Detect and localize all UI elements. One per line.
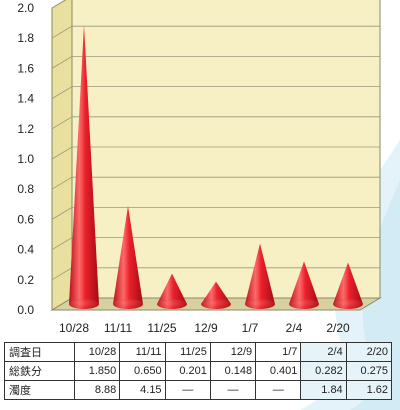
y-tick-label: 1.0: [17, 152, 34, 166]
cone-mark: [289, 261, 319, 309]
cone-mark: [113, 205, 143, 309]
table-cell: 0.201: [164, 361, 211, 381]
table-cell: 0.148: [209, 361, 257, 381]
gridline: [51, 25, 380, 39]
cone-body: [289, 261, 319, 309]
x-tick-label: 11/11: [104, 321, 133, 335]
cone-body: [69, 24, 99, 310]
gridline: [51, 56, 380, 69]
y-tick-label: 2.0: [17, 1, 34, 15]
y-tick-label: 0.6: [17, 212, 34, 226]
cone-body: [245, 243, 275, 309]
table-cell: 0.282: [300, 361, 347, 381]
row-header: 総鉄分: [4, 361, 75, 381]
table-cell: 8.88: [73, 380, 121, 400]
table-cell: 12/9: [209, 342, 257, 362]
y-tick-label: 0.8: [17, 182, 34, 196]
table-cell: —: [255, 380, 302, 400]
table-row: 総鉄分 1.850 0.650 0.201 0.148 0.401 0.282 0.275: [4, 361, 393, 381]
cone-mark: [157, 273, 187, 309]
gridline: [51, 176, 380, 190]
cone-chart: 0.0 0.2 0.4 0.6 0.8 1.0 1.2 1.4 1.6 1.8 2.0 10/28 11…: [17, 0, 382, 335]
y-tick-label: 1.8: [17, 31, 34, 45]
y-tick-label: 1.2: [17, 122, 34, 136]
gridline: [51, 237, 380, 250]
plot-side-wall: [51, 0, 73, 311]
gridline: [51, 0, 67, 9]
cone-body: [333, 262, 363, 309]
gridline: [51, 206, 380, 220]
cone-base: [69, 299, 99, 309]
table-cell: 2/4: [300, 342, 347, 362]
table-cell: 11/11: [119, 342, 166, 362]
y-tick-label: 1.6: [17, 61, 34, 75]
cone-mark: [69, 24, 99, 310]
table-cell: 10/28: [73, 342, 121, 362]
table-cell: 0.275: [345, 361, 393, 381]
table-cell: 4.15: [119, 380, 166, 400]
data-table: 調査日 10/28 11/11 11/25 12/9 1/7 2/4 2/20 総鉄分 1.850…: [4, 342, 393, 400]
y-tick-label: 0.0: [17, 303, 34, 317]
gridline: [51, 146, 380, 160]
cone-mark: [245, 243, 275, 309]
y-tick-label: 0.4: [17, 243, 34, 257]
table-cell: 1.850: [73, 361, 121, 381]
table-cell: 1.62: [345, 380, 393, 400]
cone-base: [157, 299, 187, 309]
table-cell: 11/25: [164, 342, 211, 362]
x-tick-label: 10/28: [59, 321, 89, 335]
x-tick-label: 11/25: [147, 321, 176, 335]
cone-base: [201, 299, 231, 309]
cone-base: [113, 299, 143, 309]
cone-mark: [333, 262, 363, 309]
table-cell: —: [209, 380, 257, 400]
x-tick-label: 1/7: [242, 321, 259, 335]
table-row: 調査日 10/28 11/11 11/25 12/9 1/7 2/4 2/20: [4, 342, 393, 362]
y-tick-label: 0.2: [17, 273, 34, 287]
plot-back-wall: [71, 0, 381, 299]
gridline: [51, 86, 380, 99]
cone-base: [245, 299, 275, 309]
cone-mark: [201, 281, 231, 309]
gridline: [51, 116, 380, 130]
x-tick-label: 2/20: [326, 321, 350, 335]
y-tick-label: 1.4: [17, 92, 34, 106]
x-tick-label: 2/4: [286, 321, 303, 335]
row-header: 濁度: [4, 380, 75, 400]
table-cell: 1.84: [300, 380, 347, 400]
table-cell: 0.650: [119, 361, 166, 381]
table-row: 濁度 8.88 4.15— — —1.84 1.62: [4, 380, 393, 400]
x-tick-label: 12/9: [194, 321, 218, 335]
cone-base: [289, 299, 319, 309]
table-cell: 0.401: [255, 361, 302, 381]
table-cell: —: [164, 380, 211, 400]
cone-base: [333, 299, 363, 309]
table-cell: 2/20: [345, 342, 393, 362]
table-cell: 1/7: [255, 342, 302, 362]
cone-body: [113, 205, 143, 309]
row-header: 調査日: [4, 342, 75, 362]
